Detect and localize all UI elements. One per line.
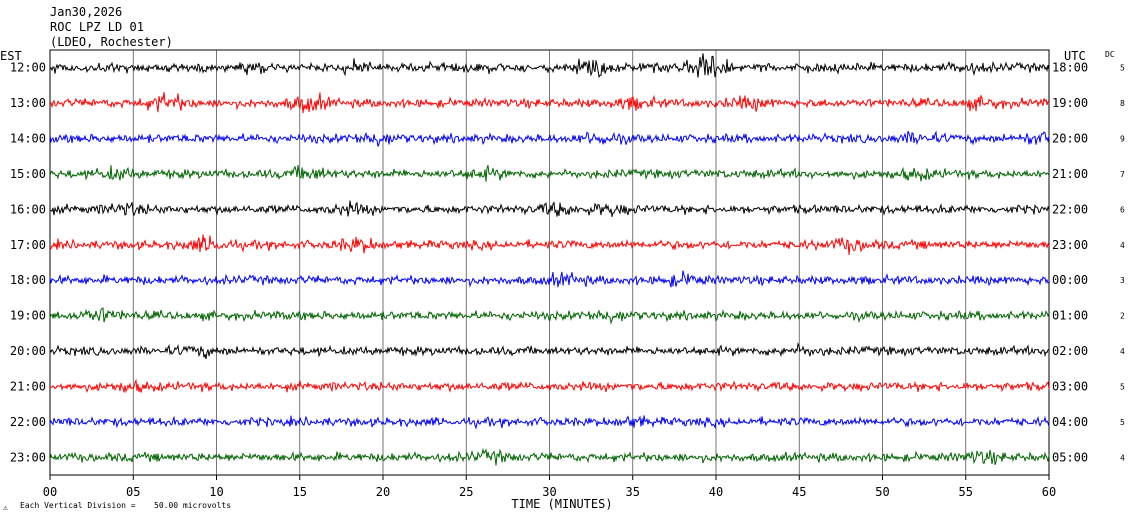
dc-value: 2	[1120, 312, 1125, 321]
dc-value: 6	[1120, 205, 1125, 214]
utc-label: 18:00	[1052, 61, 1088, 75]
dc-value: 4	[1120, 453, 1125, 462]
utc-label: 20:00	[1052, 132, 1088, 146]
dc-axis-label: DC	[1105, 50, 1115, 59]
dc-value: 4	[1120, 347, 1125, 356]
vertical-gridlines	[49, 50, 1050, 480]
est-label: 23:00	[10, 450, 46, 464]
trace-row-3	[49, 130, 1050, 147]
est-label: 14:00	[10, 132, 46, 146]
x-axis-ticks: 00 05 10 15 20 25 30 35 40 45 50 55 60	[43, 485, 1056, 499]
utc-label: 21:00	[1052, 167, 1088, 181]
header-network: (LDEO, Rochester)	[50, 35, 173, 49]
scale-icon: ⚠	[3, 503, 8, 512]
dc-value: 5	[1120, 382, 1125, 391]
x-tick-label-55: 55	[959, 485, 973, 499]
trace-row-1	[49, 53, 1050, 79]
header-station: ROC LPZ LD 01	[50, 20, 144, 34]
utc-label: 03:00	[1052, 379, 1088, 393]
est-label: 22:00	[10, 415, 46, 429]
est-label: 20:00	[10, 344, 46, 358]
dc-value: 7	[1120, 170, 1125, 179]
utc-label: 04:00	[1052, 415, 1088, 429]
est-label: 21:00	[10, 379, 46, 393]
dc-value: 9	[1120, 135, 1125, 144]
x-tick-label-00: 00	[43, 485, 57, 499]
trace-row-11	[49, 415, 1050, 430]
utc-axis-label: UTC	[1064, 49, 1086, 63]
est-label: 12:00	[10, 61, 46, 75]
x-tick-label-35: 35	[626, 485, 640, 499]
seismic-traces	[49, 53, 1050, 466]
utc-label: 01:00	[1052, 309, 1088, 323]
utc-label: 00:00	[1052, 273, 1088, 287]
trace-row-9	[49, 341, 1050, 360]
dc-value: 4	[1120, 241, 1125, 250]
trace-row-6	[49, 234, 1050, 255]
dc-value: 5	[1120, 64, 1125, 73]
row-labels: 12:00 18:00 513:00 19:00 814:00 20:00 915:00 21…	[10, 61, 1125, 465]
x-axis-title: TIME (MINUTES)	[511, 497, 612, 511]
x-tick-label-60: 60	[1042, 485, 1056, 499]
est-label: 15:00	[10, 167, 46, 181]
header-date: Jan30,2026	[50, 5, 122, 19]
utc-label: 05:00	[1052, 450, 1088, 464]
x-tick-label-15: 15	[293, 485, 307, 499]
scale-note-value: 50.00 microvolts	[154, 501, 231, 510]
trace-row-4	[49, 165, 1050, 182]
dc-value: 3	[1120, 276, 1125, 285]
est-label: 13:00	[10, 96, 46, 110]
utc-label: 19:00	[1052, 96, 1088, 110]
dc-value: 8	[1120, 99, 1125, 108]
est-label: 19:00	[10, 309, 46, 323]
x-tick-label-10: 10	[209, 485, 223, 499]
trace-row-7	[49, 270, 1050, 288]
x-tick-label-20: 20	[376, 485, 390, 499]
utc-label: 22:00	[1052, 202, 1088, 216]
trace-row-12	[49, 447, 1050, 466]
est-axis-label: EST	[0, 49, 22, 63]
utc-label: 23:00	[1052, 238, 1088, 252]
x-tick-label-50: 50	[875, 485, 889, 499]
utc-label: 02:00	[1052, 344, 1088, 358]
dc-value: 5	[1120, 418, 1125, 427]
trace-row-10	[49, 378, 1050, 394]
est-label: 17:00	[10, 238, 46, 252]
est-label: 18:00	[10, 273, 46, 287]
x-tick-label-05: 05	[126, 485, 140, 499]
x-tick-label-25: 25	[459, 485, 473, 499]
x-tick-label-30: 30	[542, 485, 556, 499]
x-tick-label-45: 45	[792, 485, 806, 499]
x-tick-label-40: 40	[709, 485, 723, 499]
trace-row-2	[49, 92, 1050, 114]
trace-row-5	[49, 200, 1050, 217]
trace-row-8	[49, 307, 1050, 325]
scale-note-prefix: Each Vertical Division =	[20, 501, 136, 510]
est-label: 16:00	[10, 202, 46, 216]
